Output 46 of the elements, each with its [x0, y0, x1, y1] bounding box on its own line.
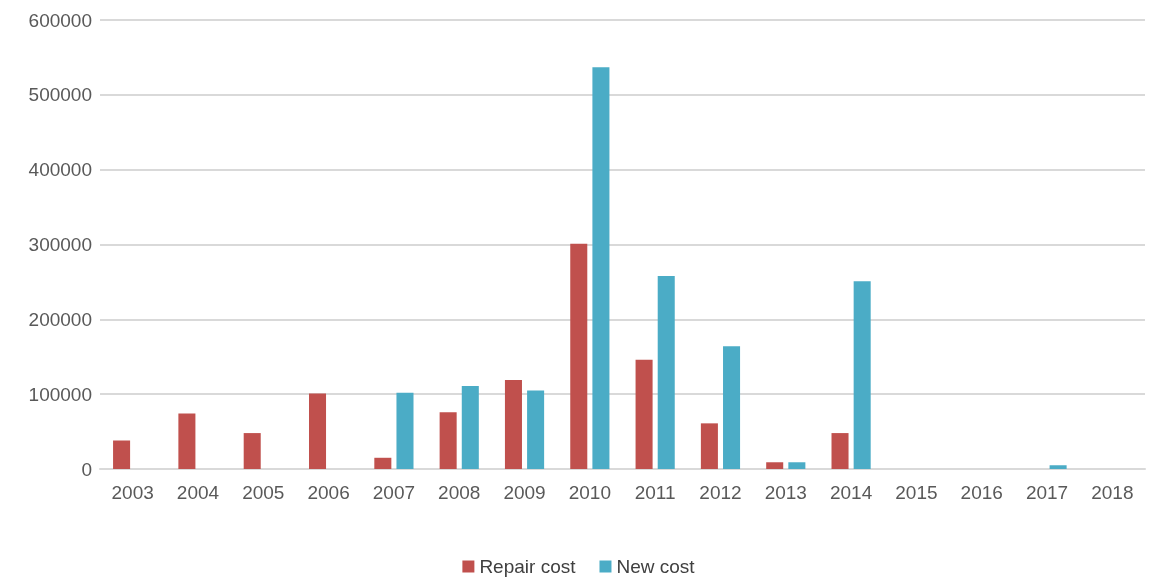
y-tick-label: 0 — [81, 458, 92, 480]
y-tick-label: 100000 — [28, 383, 92, 405]
bar — [461, 385, 479, 469]
bar — [396, 392, 414, 469]
y-tick-label: 200000 — [28, 308, 92, 330]
bar — [309, 393, 327, 469]
bar — [700, 423, 718, 469]
bar — [723, 346, 741, 469]
x-tick-label: 2009 — [503, 482, 546, 503]
bar — [527, 390, 545, 469]
bar — [766, 462, 784, 469]
y-tick-label: 300000 — [28, 234, 92, 255]
bar — [831, 433, 849, 469]
bar — [788, 462, 806, 469]
bar — [657, 275, 675, 469]
bar — [113, 440, 131, 469]
x-tick-label: 2011 — [634, 482, 676, 503]
bar — [374, 457, 392, 469]
x-tick-label: 2014 — [829, 482, 873, 503]
x-tick-label: 2003 — [111, 482, 154, 503]
x-tick-label: 2013 — [764, 482, 807, 503]
bar — [504, 379, 522, 469]
bar — [178, 413, 196, 469]
x-tick-label: 2004 — [176, 482, 220, 503]
x-tick-label: 2007 — [372, 482, 416, 503]
bar — [1049, 465, 1067, 469]
bar — [592, 67, 610, 469]
bar — [635, 359, 653, 469]
y-tick-label: 500000 — [28, 84, 92, 106]
x-tick-label: 2005 — [242, 482, 285, 503]
x-tick-label: 2018 — [1091, 482, 1134, 503]
x-tick-label: 2016 — [960, 482, 1003, 503]
y-tick-label: 400000 — [28, 159, 92, 181]
x-tick-label: 2012 — [699, 482, 742, 503]
x-tick-label: 2010 — [568, 482, 611, 503]
x-tick-label: 2008 — [438, 482, 481, 503]
bar — [570, 243, 588, 469]
x-tick-label: 2006 — [307, 482, 350, 503]
y-tick-label: 600000 — [28, 9, 92, 31]
bar — [439, 412, 457, 469]
legend-label: Repair cost — [479, 556, 577, 577]
x-tick-label: 2015 — [895, 482, 938, 503]
x-tick-label: 2017 — [1025, 482, 1069, 503]
bar — [243, 433, 261, 469]
legend-label: New cost — [616, 556, 696, 577]
bar — [853, 281, 871, 469]
